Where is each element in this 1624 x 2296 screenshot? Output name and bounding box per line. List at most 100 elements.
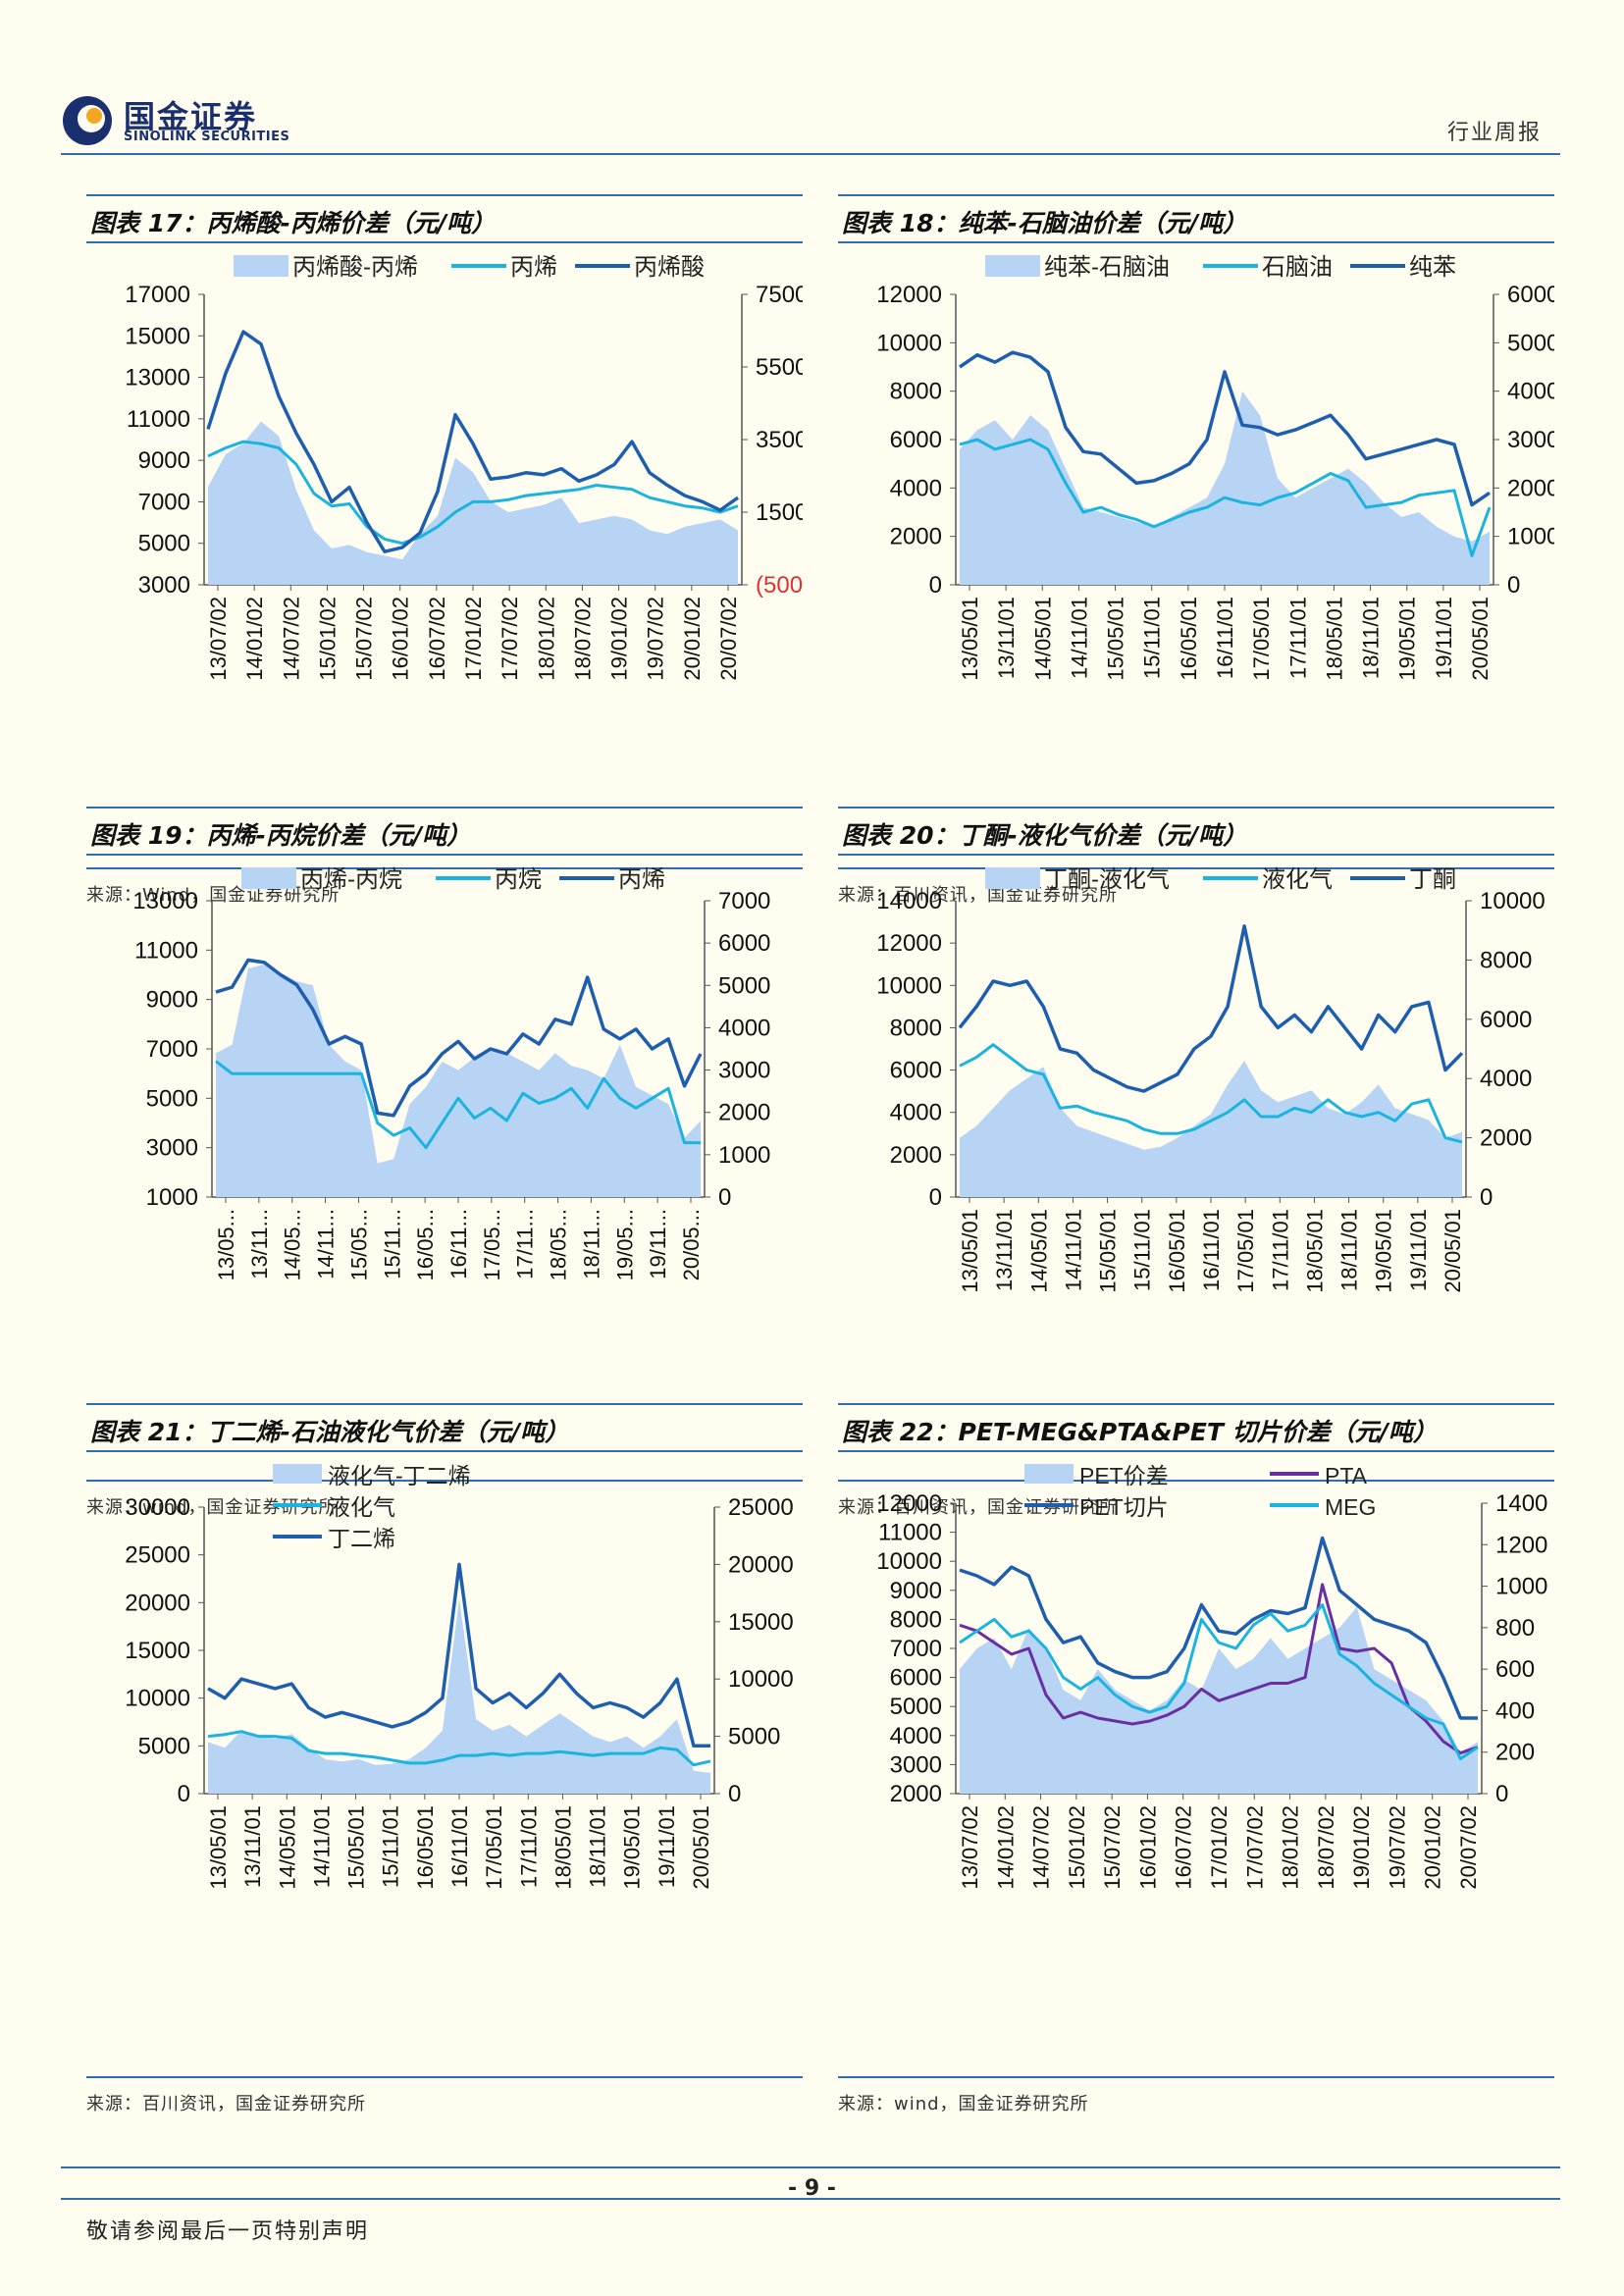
right-tick-label: 20000 — [728, 1551, 794, 1578]
left-tick-label: 0 — [929, 1184, 942, 1211]
left-tick-label: 10000 — [876, 1548, 942, 1575]
left-tick-label: 11000 — [127, 406, 190, 433]
legend-label: 丙烯酸-丙烯 — [292, 254, 418, 281]
right-tick-label: 4000 — [1507, 379, 1554, 405]
right-tick-label: 5000 — [728, 1724, 780, 1750]
right-tick-label: 15000 — [728, 1609, 794, 1636]
x-tick-label: 14/11/01 — [1061, 1209, 1085, 1291]
right-tick-label: 0 — [1480, 1184, 1493, 1211]
disclaimer: 敬请参阅最后一页特别声明 — [86, 2219, 370, 2244]
chart-legend: 丙烯酸-丙烯 丙烯 丙烯酸 — [234, 254, 705, 281]
right-tick-label: 2000 — [1507, 475, 1554, 501]
right-tick-label: 1400 — [1495, 1490, 1547, 1517]
x-tick-label: 17/01/02 — [1207, 1805, 1231, 1890]
right-tick-label: 8000 — [1480, 947, 1532, 973]
right-tick-label: (500) — [756, 572, 803, 599]
chart-title: 图表 18：纯苯-石脑油价差（元/吨） — [842, 209, 1248, 237]
x-tick-label: 14/01/02 — [993, 1805, 1018, 1890]
legend-label: 丁酮 — [1409, 866, 1456, 893]
right-tick-label: 5500 — [756, 354, 803, 381]
x-tick-label: 20/05/01 — [689, 1805, 713, 1890]
series-line — [959, 1536, 1478, 1720]
right-tick-label: 4000 — [718, 1015, 770, 1041]
legend-swatch — [234, 255, 288, 277]
chart-title-bar: 图表 19：丙烯-丙烷价差（元/吨） — [86, 807, 803, 856]
x-tick-label: 19/07/02 — [644, 597, 668, 681]
chart-legend: PET价差 PET切片 PTA MEG — [1024, 1463, 1376, 1520]
source-divider — [838, 2076, 1554, 2078]
series-line — [207, 440, 739, 546]
x-tick-label: 13/05/01 — [958, 1209, 982, 1293]
logo-text-cn: 国金证券 — [124, 98, 258, 135]
x-tick-label: 14/05/01 — [1030, 597, 1055, 681]
chart-title: 图表 21：丁二烯-石油液化气价差（元/吨） — [90, 1418, 570, 1446]
chart-source: 来源：百川资讯，国金证券研究所 — [838, 885, 1118, 906]
x-tick-label: 20/05/01 — [1441, 1209, 1465, 1293]
left-tick-label: 4000 — [890, 475, 942, 501]
chart-title-bar: 图表 21：丁二烯-石油液化气价差（元/吨） — [86, 1403, 803, 1452]
x-tick-label: 18/05/01 — [1302, 1209, 1327, 1293]
left-tick-label: 2000 — [890, 524, 942, 550]
x-tick-label: 20/07/02 — [1456, 1805, 1481, 1890]
legend-label: 纯苯 — [1409, 254, 1456, 281]
right-tick-label: 6000 — [1507, 282, 1554, 308]
right-tick-label: 4000 — [1480, 1066, 1532, 1092]
x-tick-label: 19/05/01 — [620, 1805, 645, 1890]
chart-title: 图表 17：丙烯酸-丙烯价差（元/吨） — [90, 209, 497, 237]
left-tick-label: 8000 — [890, 1015, 942, 1041]
left-tick-label: 13000 — [132, 888, 198, 914]
legend-swatch — [241, 867, 296, 889]
series-line — [207, 1730, 711, 1767]
x-tick-label: 17/11/01 — [1268, 1209, 1292, 1291]
series-line — [959, 1583, 1479, 1755]
header-divider — [61, 153, 1560, 155]
x-tick-label: 18/05/01 — [1322, 597, 1346, 681]
right-tick-label: 6000 — [1480, 1007, 1532, 1033]
x-tick-label: 18/01/02 — [534, 597, 558, 681]
right-tick-label: 5000 — [718, 972, 770, 999]
logo-mark-icon — [63, 96, 112, 145]
left-tick-label: 5000 — [146, 1085, 198, 1112]
chart-source: 来源：wind，国金证券研究所 — [838, 2094, 1089, 2114]
x-tick-label: 20/01/02 — [680, 597, 705, 681]
chart-source: 来源：百川资讯，国金证券研究所 — [838, 1497, 1118, 1518]
chart-legend: 丁酮-液化气 液化气 丁酮 — [985, 866, 1456, 893]
chart-title-bar: 图表 18：纯苯-石脑油价差（元/吨） — [838, 194, 1554, 243]
x-tick-label: 14/05/01 — [1026, 1209, 1051, 1293]
left-tick-label: 4000 — [890, 1100, 942, 1126]
x-tick-label: 15/05/01 — [1096, 1209, 1121, 1293]
left-tick-label: 15000 — [125, 323, 190, 349]
chart-legend: 纯苯-石脑油 石脑油 纯苯 — [985, 254, 1456, 281]
right-tick-label: 800 — [1495, 1615, 1535, 1642]
chart-21: 30000 25000 20000 15000 10000 5000 0 25000 20000… — [86, 1450, 803, 2078]
x-tick-label: 15/11/01 — [1140, 597, 1165, 679]
left-tick-label: 12000 — [876, 1490, 942, 1517]
right-tick-label: 0 — [1495, 1781, 1508, 1807]
legend-label: 石脑油 — [1262, 254, 1333, 281]
x-tick-label: 14/11... — [314, 1209, 339, 1279]
logo-text-en: SINOLINK SECURITIES — [124, 130, 290, 144]
x-tick-label: 15/11/01 — [379, 1805, 403, 1888]
right-tick-label: 1500 — [756, 499, 803, 526]
x-tick-label: 19/05/01 — [1395, 597, 1420, 681]
left-tick-label: 6000 — [890, 427, 942, 453]
left-tick-label: 3000 — [146, 1135, 198, 1162]
chart-20: 14000 12000 10000 8000 6000 4000 2000 0 10000 800… — [838, 854, 1554, 1482]
source-divider — [86, 867, 803, 869]
legend-label: PET价差 — [1079, 1463, 1169, 1488]
x-tick-label: 14/11/01 — [1067, 597, 1091, 679]
right-tick-label: 200 — [1495, 1740, 1535, 1766]
x-tick-label: 19/01/02 — [607, 597, 632, 681]
source-divider — [838, 1480, 1554, 1482]
right-tick-label: 3500 — [756, 427, 803, 453]
x-tick-label: 15/11... — [380, 1209, 404, 1279]
left-tick-label: 6000 — [890, 1665, 942, 1692]
x-tick-label: 20/05/01 — [1468, 597, 1493, 681]
x-tick-label: 19/05... — [612, 1209, 637, 1280]
x-tick-label: 16/05... — [413, 1209, 438, 1280]
series-line — [959, 438, 1492, 557]
chart-title: 图表 19：丙烯-丙烷价差（元/吨） — [90, 821, 472, 850]
right-tick-label: 1000 — [1495, 1574, 1547, 1600]
left-tick-label: 10000 — [876, 330, 942, 356]
x-tick-label: 14/07/02 — [279, 597, 303, 681]
